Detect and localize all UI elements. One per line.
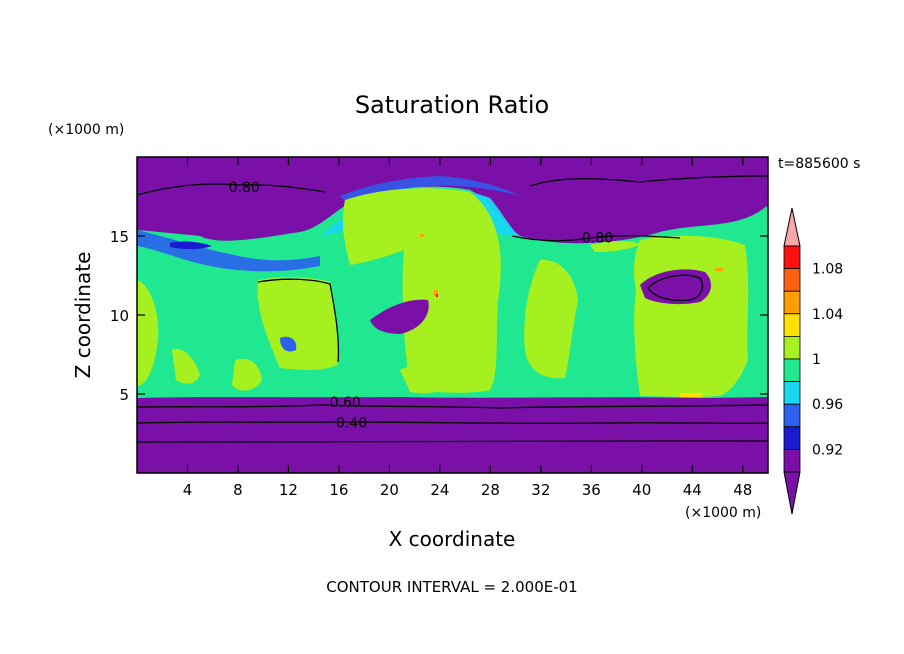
yellow-spot-1 [680, 393, 702, 397]
contour-line-0-80-left [137, 183, 326, 196]
x-tick-label: 12 [279, 481, 298, 499]
colorbar-label: 1.08 [812, 262, 843, 278]
colorbar-below-triangle [783, 471, 801, 515]
upper-dry-layer [137, 157, 768, 244]
x-tick-label: 8 [233, 481, 243, 499]
supersaturated-patches [137, 188, 749, 397]
lower-dry-layer [137, 397, 768, 473]
colorbar-label: 0.92 [812, 442, 843, 458]
colorbar-band [783, 403, 801, 428]
contour-line-0-80-low [511, 235, 681, 242]
colorbar-band [783, 245, 801, 270]
x-axis-label: X coordinate [389, 527, 516, 551]
colorbar: 0.92 0.96 1 1.04 1.08 [783, 207, 843, 515]
y-tick-label: 5 [119, 386, 129, 404]
colorbar-label: 1 [812, 352, 821, 368]
dry-pocket-left [280, 336, 297, 352]
colorbar-band [783, 268, 801, 292]
orange-spot-1 [434, 290, 438, 296]
colorbar-band [783, 381, 801, 405]
contour-line-0-60 [137, 404, 768, 409]
colorbar-band [783, 313, 801, 337]
y-axis-label: Z coordinate [71, 252, 95, 379]
y-unit-label: (×1000 m) [48, 122, 124, 138]
contour-line-0-80-right [529, 175, 768, 187]
contour-mid-patch [257, 278, 340, 363]
x-tick-label: 32 [531, 481, 550, 499]
x-tick-label: 20 [380, 481, 399, 499]
contour-interval-footer: CONTOUR INTERVAL = 2.000E-01 [326, 578, 577, 596]
x-unit-label: (×1000 m) [685, 505, 761, 521]
blue-band-top [340, 176, 520, 206]
x-tick-label: 36 [582, 481, 601, 499]
colorbar-band [783, 290, 801, 315]
colorbar-band [783, 426, 801, 450]
blue-band-upper [137, 230, 320, 272]
time-label: t=885600 s [778, 156, 860, 172]
x-tick-label: 44 [683, 481, 702, 499]
contour-label: 0.80 [582, 231, 613, 247]
plot-area: 0.80 0.80 0.60 0.40 [137, 157, 768, 473]
colorbar-label: 1.04 [812, 307, 843, 323]
x-tick-label: 48 [733, 481, 752, 499]
blue-streak [170, 241, 212, 250]
dry-pocket-mid [370, 299, 429, 334]
y-tick-label: 15 [110, 228, 129, 246]
colorbar-band [783, 358, 801, 383]
red-spot-1 [436, 294, 438, 297]
orange-spot-2 [715, 268, 723, 271]
x-tick-label: 4 [183, 481, 193, 499]
x-tick-label: 28 [481, 481, 500, 499]
x-tick-label: 40 [632, 481, 651, 499]
x-tick-label: 16 [329, 481, 348, 499]
y-axis: 5 10 15 [110, 228, 768, 404]
contour-labels: 0.80 0.80 0.60 0.40 [229, 180, 614, 431]
colorbar-above-triangle [783, 207, 801, 247]
y-tick-label: 10 [110, 307, 129, 325]
contour-label: 0.80 [229, 180, 260, 196]
x-tick-label: 24 [430, 481, 449, 499]
colorbar-band-lowest [783, 448, 801, 473]
contour-line-0-40 [137, 421, 768, 424]
contour-line-0-20 [137, 440, 768, 443]
chart-title: Saturation Ratio [355, 91, 549, 119]
colorbar-band [783, 335, 801, 360]
contour-label: 0.60 [330, 395, 361, 411]
x-axis: 4 8 12 16 20 24 28 32 36 40 44 48 [183, 157, 752, 499]
contour-pocket-right [647, 274, 704, 302]
contour-label: 0.40 [336, 415, 367, 431]
colorbar-label: 0.96 [812, 397, 843, 413]
orange-spot-3 [420, 234, 424, 237]
